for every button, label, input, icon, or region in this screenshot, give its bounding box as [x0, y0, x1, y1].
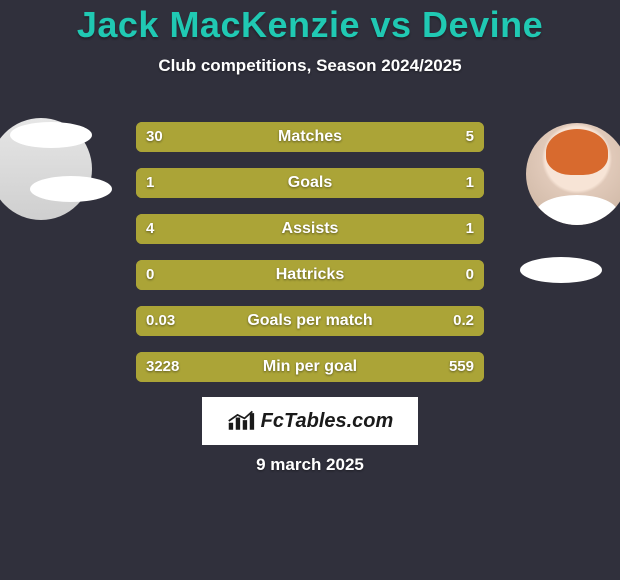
- player-left-badge-2: [30, 176, 112, 202]
- stat-row: Hattricks0 0: [136, 260, 484, 290]
- stat-label: Hattricks: [136, 260, 484, 290]
- stat-row: Matches30 5: [136, 122, 484, 152]
- comparison-title: Jack MacKenzie vs Devine: [0, 0, 620, 46]
- stat-label: Min per goal: [136, 352, 484, 382]
- stat-value-right: 0.2: [453, 306, 474, 336]
- stat-label: Goals: [136, 168, 484, 198]
- stat-label: Matches: [136, 122, 484, 152]
- stat-row: Assists4 1: [136, 214, 484, 244]
- stat-value-left: 0.03: [146, 306, 175, 336]
- stat-row: Goals1 1: [136, 168, 484, 198]
- player-right-badge-1: [520, 257, 602, 283]
- brand-box: FcTables.com: [202, 397, 418, 445]
- stat-label: Assists: [136, 214, 484, 244]
- generated-date: 9 march 2025: [0, 455, 620, 475]
- stat-value-right: 0: [466, 260, 474, 290]
- player-right-avatar: [526, 123, 620, 225]
- stat-value-left: 4: [146, 214, 154, 244]
- stat-value-left: 3228: [146, 352, 179, 382]
- brand-chart-icon: [227, 410, 255, 432]
- stat-value-right: 5: [466, 122, 474, 152]
- stat-label: Goals per match: [136, 306, 484, 336]
- player-left-badge-1: [10, 122, 92, 148]
- brand-text: FcTables.com: [261, 410, 394, 433]
- stat-value-right: 1: [466, 168, 474, 198]
- stat-value-left: 30: [146, 122, 163, 152]
- stat-value-left: 0: [146, 260, 154, 290]
- stats-container: Matches305Goals11Assists41Hattricks00Goa…: [136, 122, 484, 398]
- comparison-subtitle: Club competitions, Season 2024/2025: [0, 56, 620, 76]
- stat-row: Goals per match0.03 0.2: [136, 306, 484, 336]
- stat-value-right: 559: [449, 352, 474, 382]
- stat-value-left: 1: [146, 168, 154, 198]
- stat-value-right: 1: [466, 214, 474, 244]
- stat-row: Min per goal3228 559: [136, 352, 484, 382]
